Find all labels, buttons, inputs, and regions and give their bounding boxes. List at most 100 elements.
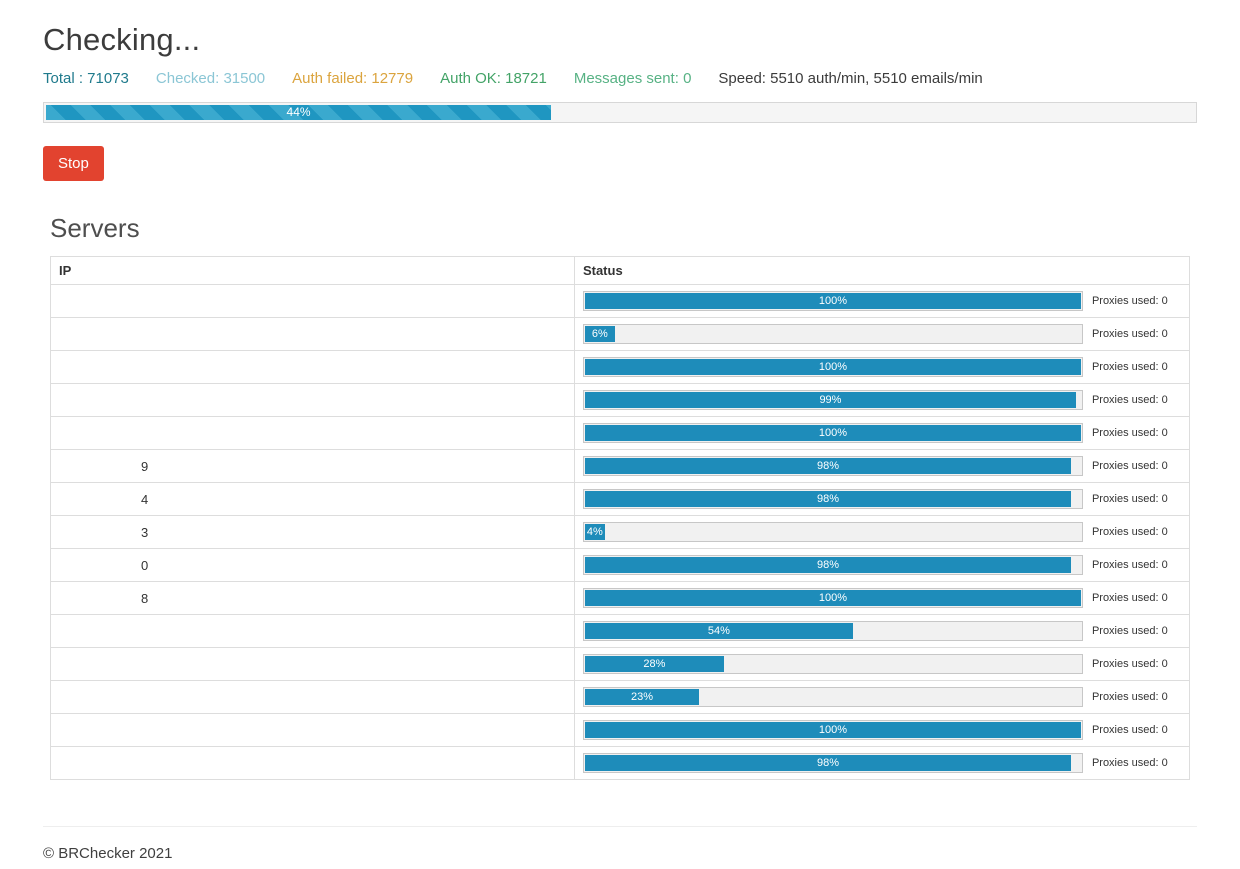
server-progress-bar: 100% (582, 291, 1083, 311)
server-progress-bar: 6% (582, 324, 1083, 344)
server-progress-bar: 23% (582, 687, 1083, 707)
server-progress-label: 4% (586, 526, 603, 538)
server-progress-label: 100% (818, 724, 847, 736)
server-progress-bar: 100% (582, 423, 1083, 443)
server-row: 4 98% Proxies used: 0 (50, 482, 1190, 516)
server-row: 23% Proxies used: 0 (50, 680, 1190, 714)
column-header-status: Status (573, 256, 1191, 285)
server-proxies-used: Proxies used: 0 (1091, 361, 1168, 373)
server-status-cell: 100% Proxies used: 0 (574, 350, 1190, 384)
server-status-cell: 98% Proxies used: 0 (574, 548, 1190, 582)
server-progress-fill: 100% (584, 425, 1081, 441)
server-proxies-used: Proxies used: 0 (1091, 658, 1168, 670)
server-progress-bar: 100% (582, 720, 1083, 740)
server-row: 100% Proxies used: 0 (50, 416, 1190, 450)
server-progress-label: 28% (643, 658, 666, 670)
server-ip-cell (50, 383, 575, 417)
server-ip-cell: 8 (50, 581, 575, 615)
server-progress-bar: 54% (582, 621, 1083, 641)
server-progress-label: 98% (816, 460, 839, 472)
column-header-ip: IP (50, 256, 575, 285)
server-progress-fill: 98% (584, 491, 1072, 507)
server-proxies-used: Proxies used: 0 (1091, 559, 1168, 571)
server-proxies-used: Proxies used: 0 (1091, 493, 1168, 505)
server-proxies-used: Proxies used: 0 (1091, 394, 1168, 406)
server-progress-label: 23% (630, 691, 653, 703)
server-status-cell: 98% Proxies used: 0 (574, 746, 1190, 780)
server-ip-cell (50, 746, 575, 780)
server-row: 8 100% Proxies used: 0 (50, 581, 1190, 615)
server-progress-bar: 4% (582, 522, 1083, 542)
server-proxies-used: Proxies used: 0 (1091, 328, 1168, 340)
server-progress-fill: 100% (584, 722, 1081, 738)
server-ip-partial: 8 (141, 590, 149, 606)
server-progress-bar: 98% (582, 753, 1083, 773)
server-row: 100% Proxies used: 0 (50, 350, 1190, 384)
server-ip-cell (50, 614, 575, 648)
server-ip-cell: 0 (50, 548, 575, 582)
server-progress-fill: 23% (584, 689, 700, 705)
server-progress-label: 100% (818, 592, 847, 604)
server-progress-fill: 6% (584, 326, 615, 342)
server-progress-fill: 54% (584, 623, 853, 639)
server-proxies-used: Proxies used: 0 (1091, 526, 1168, 538)
stat-auth-failed: Auth failed: 12779 (292, 70, 414, 87)
server-proxies-used: Proxies used: 0 (1091, 460, 1168, 472)
server-progress-bar: 28% (582, 654, 1083, 674)
server-progress-fill: 100% (584, 590, 1081, 606)
server-ip-partial: 4 (141, 491, 149, 507)
server-progress-label: 98% (816, 493, 839, 505)
server-progress-fill: 99% (584, 392, 1076, 408)
server-ip-cell: 3 (50, 515, 575, 549)
server-row: 0 98% Proxies used: 0 (50, 548, 1190, 582)
server-proxies-used: Proxies used: 0 (1091, 427, 1168, 439)
server-status-cell: 100% Proxies used: 0 (574, 713, 1190, 747)
server-progress-bar: 100% (582, 357, 1083, 377)
server-progress-fill: 100% (584, 359, 1081, 375)
server-ip-cell (50, 680, 575, 714)
server-status-cell: 23% Proxies used: 0 (574, 680, 1190, 714)
server-ip-partial: 0 (141, 557, 149, 573)
servers-heading: Servers (50, 213, 140, 243)
server-ip-cell (50, 317, 575, 351)
server-progress-bar: 98% (582, 456, 1083, 476)
server-status-cell: 6% Proxies used: 0 (574, 317, 1190, 351)
server-ip-cell (50, 284, 575, 318)
server-row: 98% Proxies used: 0 (50, 746, 1190, 780)
server-status-cell: 99% Proxies used: 0 (574, 383, 1190, 417)
server-proxies-used: Proxies used: 0 (1091, 295, 1168, 307)
server-status-cell: 54% Proxies used: 0 (574, 614, 1190, 648)
server-proxies-used: Proxies used: 0 (1091, 724, 1168, 736)
server-progress-label: 100% (818, 361, 847, 373)
server-ip-cell (50, 416, 575, 450)
server-status-cell: 28% Proxies used: 0 (574, 647, 1190, 681)
server-progress-label: 6% (591, 328, 608, 340)
stats-bar: Total : 71073 Checked: 31500 Auth failed: … (43, 70, 1197, 87)
server-proxies-used: Proxies used: 0 (1091, 757, 1168, 769)
server-progress-label: 98% (816, 757, 839, 769)
server-proxies-used: Proxies used: 0 (1091, 625, 1168, 637)
server-status-cell: 100% Proxies used: 0 (574, 581, 1190, 615)
server-status-cell: 100% Proxies used: 0 (574, 284, 1190, 318)
page-title: Checking... (43, 22, 201, 57)
server-ip-cell: 9 (50, 449, 575, 483)
server-ip-cell (50, 713, 575, 747)
server-progress-bar: 100% (582, 588, 1083, 608)
server-progress-bar: 99% (582, 390, 1083, 410)
servers-section: Servers IP Status 100% Proxies used: 0 (35, 213, 1205, 780)
stat-auth-ok: Auth OK: 18721 (440, 70, 547, 87)
footer-divider (43, 826, 1197, 827)
server-row: 54% Proxies used: 0 (50, 614, 1190, 648)
servers-table-body: 100% Proxies used: 0 6% Proxies used: 0 (50, 284, 1190, 780)
server-progress-label: 99% (819, 394, 842, 406)
servers-table-header-row: IP Status (50, 256, 1191, 285)
server-progress-fill: 28% (584, 656, 724, 672)
stat-messages-sent: Messages sent: 0 (573, 70, 692, 87)
server-row: 6% Proxies used: 0 (50, 317, 1190, 351)
server-row: 99% Proxies used: 0 (50, 383, 1190, 417)
server-progress-label: 54% (707, 625, 730, 637)
overall-progress: 44% (43, 102, 1197, 123)
stop-button[interactable]: Stop (43, 146, 104, 181)
server-status-cell: 98% Proxies used: 0 (574, 482, 1190, 516)
server-progress-fill: 98% (584, 557, 1072, 573)
